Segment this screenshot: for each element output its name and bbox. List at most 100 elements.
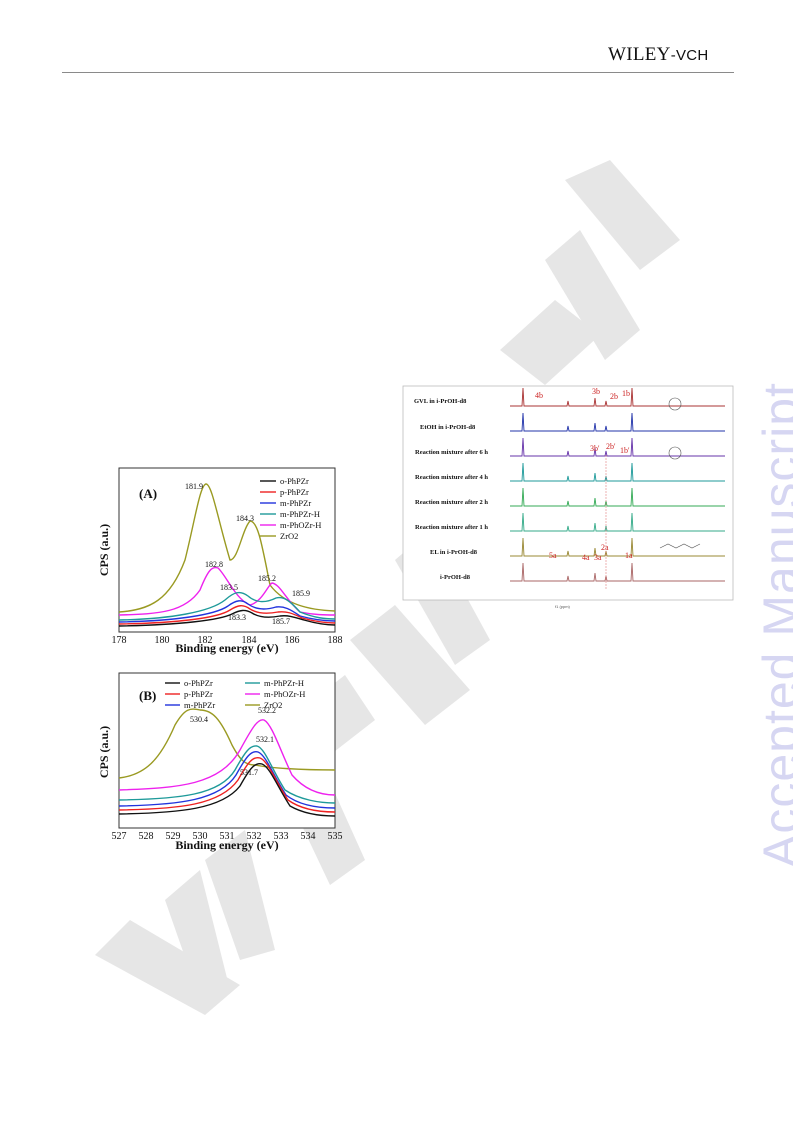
peak-label: 185.2	[258, 574, 276, 583]
x-tick-label: 532	[247, 831, 262, 842]
spectrum-label: Reaction mixture after 1 h	[415, 524, 488, 531]
nmr-spectra-labels: GVL in i-PrOH-d8 EtOH in i-PrOH-d8 React…	[414, 398, 488, 581]
figure-b-peak-labels: 530.4 532.2 532.1 531.7	[190, 706, 276, 777]
peak-tag: 2b'	[606, 442, 616, 451]
figure-b-panel-label: (B)	[139, 688, 156, 703]
figure-b-x-ticks: 527 528 529 530 531 532 533 534 535	[112, 831, 343, 842]
figure-a-legend: o-PhPZr p-PhPZr m-PhPZr m-PhPZr-H m-PhOZ…	[260, 476, 321, 541]
figure-b-xlabel: Binding energy (eV)	[175, 838, 278, 852]
peak-tag: 2a	[601, 543, 609, 552]
peak-label: 532.2	[258, 706, 276, 715]
peak-tag: 2b	[610, 392, 618, 401]
peak-label: 181.9	[185, 482, 203, 491]
x-tick-label: 527	[112, 831, 127, 842]
x-tick-label: 531	[220, 831, 235, 842]
legend-entry: p-PhPZr	[184, 689, 213, 699]
spectrum-label: EtOH in i-PrOH-d8	[420, 424, 476, 431]
peak-tag: 3b	[592, 387, 600, 396]
x-tick-label: 180	[155, 635, 170, 646]
spectrum-m-phozr-h	[118, 719, 336, 796]
header-rule	[62, 72, 734, 73]
nmr-peak-tags: 4b 3b 2b 1b 3b' 2b' 1b' 5a 4a 3a 2a 1a	[535, 387, 633, 562]
x-tick-label: 188	[328, 635, 343, 646]
x-tick-label: 182	[198, 635, 213, 646]
spectrum-p-phpzr	[118, 605, 336, 625]
peak-tag: 3b'	[590, 444, 600, 453]
publisher-main: WILEY	[608, 44, 671, 65]
peak-label: 184.3	[236, 514, 254, 523]
figure-a-x-ticks: 178 180 182 184 186 188	[112, 635, 343, 646]
nmr-spectrum-trace	[510, 462, 725, 482]
legend-entry: m-PhOZr-H	[280, 520, 321, 530]
spectrum-zro2	[118, 708, 336, 779]
legend-entry: o-PhPZr	[280, 476, 309, 486]
spectrum-p-phpzr	[118, 756, 336, 813]
x-tick-label: 530	[193, 831, 208, 842]
gvl-structure	[668, 397, 682, 411]
nmr-spectrum-trace	[510, 562, 725, 582]
legend-entry: o-PhPZr	[184, 678, 213, 688]
peak-tag: 4a	[582, 553, 590, 562]
nmr-traces	[510, 387, 725, 582]
spectrum-label: Reaction mixture after 4 h	[415, 474, 488, 481]
publisher-suffix: -VCH	[670, 47, 709, 64]
spectrum-label: Reaction mixture after 2 h	[415, 499, 488, 506]
x-tick-label: 529	[166, 831, 181, 842]
peak-tag: 1a	[625, 551, 633, 560]
spectrum-label: GVL in i-PrOH-d8	[414, 398, 467, 405]
spectrum-label: Reaction mixture after 6 h	[415, 449, 488, 456]
x-tick-label: 186	[285, 635, 300, 646]
nmr-spectrum-trace	[510, 512, 725, 532]
publisher-logo: WILEY-VCH	[608, 44, 709, 66]
peak-tag: 4b	[535, 391, 543, 400]
figure-b-legend: o-PhPZr m-PhPZr-H p-PhPZr m-PhOZr-H m-Ph…	[165, 678, 305, 710]
peak-tag: 1b'	[620, 446, 630, 455]
spectrum-m-phpzr	[118, 750, 336, 809]
x-tick-label: 528	[139, 831, 154, 842]
legend-entry: m-PhPZr-H	[280, 509, 320, 519]
legend-entry: m-PhPZr-H	[264, 678, 304, 688]
peak-tag: 1b	[622, 389, 630, 398]
spectrum-label: EL in i-PrOH-d8	[430, 549, 478, 556]
peak-label: 183.3	[228, 613, 246, 622]
peak-label: 185.7	[272, 617, 290, 626]
nmr-spectrum-trace	[510, 537, 725, 557]
peak-label: 183.5	[220, 583, 238, 592]
peak-label: 182.8	[205, 560, 223, 569]
figure-a-xlabel: Binding energy (eV)	[175, 641, 278, 655]
legend-entry: ZrO2	[264, 700, 282, 710]
legend-entry: ZrO2	[280, 531, 298, 541]
spectrum-o-phpzr	[118, 762, 336, 817]
x-tick-label: 533	[274, 831, 289, 842]
spectrum-m-phpzr	[118, 600, 336, 623]
el-structure	[659, 543, 701, 549]
figure-a-ylabel: CPS (a.u.)	[97, 524, 111, 576]
nmr-spectrum-trace	[510, 437, 725, 457]
peak-label: 531.7	[240, 768, 258, 777]
nmr-spectrum-trace	[510, 487, 725, 507]
spectrum-m-phpzr-h	[118, 745, 336, 804]
legend-entry: m-PhPZr	[280, 498, 311, 508]
figure-a-panel-label: (A)	[139, 486, 157, 501]
legend-entry: m-PhPZr	[184, 700, 215, 710]
x-tick-label: 534	[301, 831, 316, 842]
spectrum-o-phpzr	[118, 609, 336, 627]
legend-entry: p-PhPZr	[280, 487, 309, 497]
peak-label: 532.1	[256, 735, 274, 744]
peak-tag: 5a	[549, 551, 557, 560]
spectrum-label: i-PrOH-d8	[440, 574, 471, 581]
x-tick-label: 184	[242, 635, 257, 646]
x-tick-label: 178	[112, 635, 127, 646]
legend-entry: m-PhOZr-H	[264, 689, 305, 699]
peak-label: 530.4	[190, 715, 208, 724]
nmr-x-axis-label: f1 (ppm)	[555, 604, 571, 609]
x-tick-label: 535	[328, 831, 343, 842]
nmr-spectrum-trace	[510, 412, 725, 432]
nmr-spectrum-trace	[510, 387, 725, 407]
spectrum-m-phpzr-h	[118, 591, 336, 621]
figure-b-ylabel: CPS (a.u.)	[97, 726, 111, 778]
structure-drawings	[659, 397, 701, 549]
